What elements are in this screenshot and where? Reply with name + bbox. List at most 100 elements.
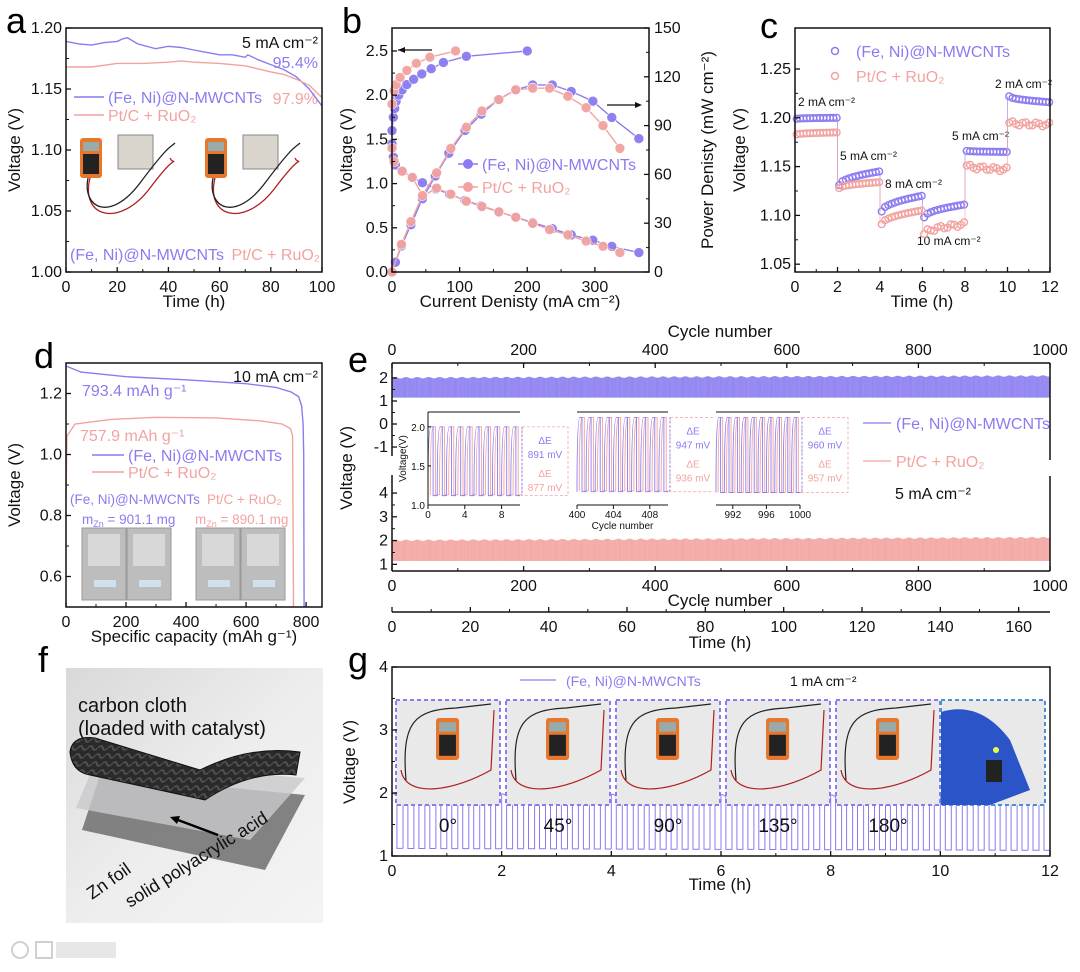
x-axis-label: Current Denisty (mA cm⁻²) — [420, 292, 621, 311]
legend-marker-pt — [463, 182, 473, 192]
test-lead-black — [211, 142, 301, 208]
x-tick-label: 400 — [642, 342, 669, 359]
data-point — [562, 229, 574, 241]
x-tick-label: 80 — [696, 619, 714, 636]
panel-f-schematic: carbon cloth (loaded with catalyst) Zn f… — [11, 668, 323, 959]
panel-g-chart: (Fe, Ni)@N-MWCNTs 1 mA cm⁻² 0° 45° 90° 135°… — [340, 659, 1059, 894]
inset-y-tick-label: 1.5 — [411, 462, 425, 473]
balance-display-icon — [253, 580, 275, 587]
data-point — [1018, 118, 1027, 127]
segment-label: 10 mA cm⁻² — [917, 234, 981, 248]
x-tick-label: 800 — [905, 342, 932, 359]
test-lead-red — [510, 709, 605, 790]
glove-icon — [941, 709, 1030, 805]
panel-a-chart: 5 mA cm⁻² 95.4% 97.9% (Fe, Ni)@N-MWCNTs … — [5, 20, 335, 311]
legend-pt: Pt/C + RuO₂ — [896, 454, 984, 471]
x-tick-label: 12 — [1041, 279, 1059, 296]
arrow-head-icon — [170, 816, 180, 824]
data-point — [982, 165, 991, 174]
current-label: 5 mA cm⁻² — [242, 35, 319, 52]
y-tick-label: 150 — [654, 20, 681, 37]
balance-pan-icon — [247, 534, 279, 566]
panel-e-chart: (Fe, Ni)@N-MWCNTs Pt/C + RuO₂ 5 mA cm⁻² … — [337, 322, 1068, 652]
data-point — [999, 147, 1008, 157]
data-point — [875, 178, 884, 187]
y-axis-label: Voltage (V) — [730, 108, 749, 192]
multimeter-dial-icon — [659, 734, 676, 756]
arrow-left-head-icon — [398, 47, 405, 53]
bending-photo — [725, 699, 831, 806]
data-point — [832, 128, 841, 137]
x-tick-label: 8 — [961, 279, 970, 296]
data-point — [633, 247, 645, 258]
test-lead-black — [514, 703, 602, 781]
x-tick-label: 12 — [1041, 863, 1059, 880]
x-tick-label: 800 — [905, 578, 932, 595]
test-lead-red — [730, 709, 825, 790]
x-axis-label: Time (h) — [689, 875, 752, 894]
data-point — [960, 200, 969, 209]
data-point — [597, 241, 609, 252]
x-tick-label: 80 — [262, 279, 280, 296]
data-point — [445, 188, 457, 200]
multimeter-display-icon — [439, 722, 456, 732]
inset-x-tick-label: 0 — [425, 510, 431, 521]
photo-caption-pt: Pt/C + RuO₂ — [207, 492, 282, 507]
data-point — [461, 195, 472, 207]
data-point — [493, 206, 505, 218]
inset-x-tick-label: 992 — [724, 510, 741, 521]
y-tick-label: 2.5 — [366, 43, 388, 60]
delta-e-label-fe: ΔE — [686, 426, 700, 437]
photo-caption-fe: (Fe, Ni)@N-MWCNTs — [70, 492, 200, 507]
x-tick-label: 0 — [388, 279, 397, 296]
data-point — [875, 167, 884, 176]
x-tick-label: 800 — [293, 614, 320, 631]
data-point — [914, 192, 923, 201]
data-point — [401, 65, 413, 76]
y-axis-label: Voltage (V) — [5, 443, 24, 527]
legend-pt: Pt/C + RuO₂ — [482, 180, 570, 197]
legend-fe: (Fe, Ni)@N-MWCNTs — [856, 44, 1010, 61]
multimeter-dial-icon — [83, 154, 99, 174]
y-axis-label: Voltage (V) — [5, 108, 24, 192]
x-tick-label: 600 — [773, 578, 800, 595]
data-point — [1041, 97, 1050, 107]
data-point — [1031, 118, 1040, 127]
x-tick-label: 140 — [927, 619, 954, 636]
multimeter-display-icon — [659, 722, 676, 732]
arrow-acid — [177, 818, 219, 837]
legend-fe: (Fe, Ni)@N-MWCNTs — [482, 157, 636, 174]
led-icon — [993, 747, 999, 753]
y-tick-label: 0 — [654, 264, 663, 281]
pt-capacity: 757.9 mAh g⁻¹ — [80, 428, 185, 445]
inset-series-fe — [427, 426, 520, 497]
segment-label: 5 mA cm⁻² — [952, 129, 1009, 143]
legend-marker-fe — [463, 159, 473, 169]
delta-e-label-pt: ΔE — [818, 459, 832, 470]
multimeter-dial-icon — [208, 154, 224, 174]
x-tick-label: 100 — [309, 279, 336, 296]
data-point — [445, 143, 457, 154]
multimeter-dial-icon — [879, 734, 896, 756]
series-line — [66, 60, 323, 99]
segment-label: 2 mA cm⁻² — [995, 77, 1052, 91]
data-point — [562, 91, 574, 102]
data-point — [940, 224, 949, 233]
battery-cell-photo — [117, 134, 154, 170]
x-tick-label: 2 — [497, 863, 506, 880]
balance-display-icon — [208, 580, 230, 587]
x-tick-label: 10 — [999, 279, 1017, 296]
test-lead-black — [624, 703, 712, 781]
multimeter-display-icon — [208, 142, 224, 151]
delta-e-label-pt: ΔE — [538, 469, 552, 480]
x-tick-label: 0 — [62, 614, 71, 631]
wearable-photo — [940, 699, 1046, 806]
y2-axis-label: Power Denisty (mW cm⁻²) — [698, 51, 717, 249]
data-point — [431, 167, 442, 179]
current-label: 10 mA cm⁻² — [233, 369, 319, 386]
panel-d-chart: 10 mA cm⁻² 793.4 mAh g⁻¹ 757.9 mAh g⁻¹ (… — [5, 362, 323, 646]
y-tick-label: 2 — [379, 785, 388, 802]
inset-y-tick-label: 1.0 — [411, 501, 425, 512]
x-tick-label: 400 — [642, 578, 669, 595]
